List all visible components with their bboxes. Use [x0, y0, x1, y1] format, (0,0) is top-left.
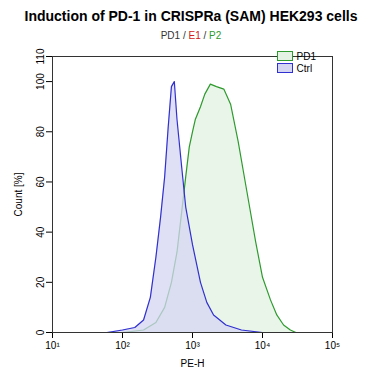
svg-text:40: 40	[35, 226, 46, 238]
svg-text:10²: 10²	[115, 340, 130, 351]
html-text:PD1 / E1 / P2: PD1 / E1 / P2	[160, 30, 222, 41]
html-text:PD1: PD1	[296, 50, 316, 62]
svg-text:Count [%]: Count [%]	[13, 172, 24, 216]
svg-text:80: 80	[35, 126, 46, 138]
svg-text:PE-H: PE-H	[181, 358, 205, 369]
svg-text:60: 60	[35, 176, 46, 188]
html-text:Induction of PD-1 in CRISPRa (: Induction of PD-1 in CRISPRa (SAM) HEK29…	[24, 8, 358, 24]
svg-text:20: 20	[35, 276, 46, 288]
html-text:Ctrl: Ctrl	[296, 62, 313, 74]
svg-text:10⁴: 10⁴	[255, 340, 270, 351]
svg-text:110: 110	[35, 48, 46, 64]
svg-text:10⁵: 10⁵	[325, 340, 340, 351]
svg-text:10³: 10³	[185, 340, 200, 351]
svg-text:10¹: 10¹	[45, 340, 60, 351]
svg-text:0: 0	[35, 329, 46, 335]
svg-text:100: 100	[35, 73, 46, 90]
